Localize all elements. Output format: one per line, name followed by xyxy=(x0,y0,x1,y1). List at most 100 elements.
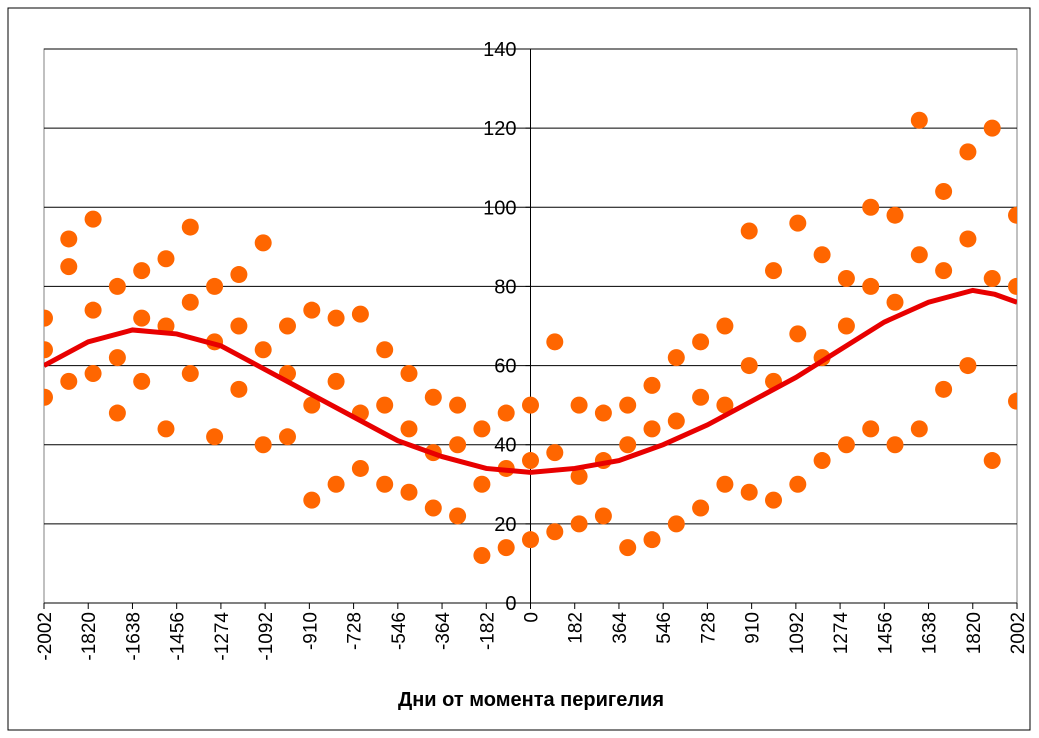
data-point xyxy=(181,218,199,236)
data-point xyxy=(376,475,394,493)
data-point xyxy=(692,333,710,351)
data-point xyxy=(862,277,880,295)
data-point xyxy=(181,364,199,382)
data-point xyxy=(983,452,1001,470)
x-tick-label: 546 xyxy=(654,612,675,644)
data-point xyxy=(424,388,442,406)
data-point xyxy=(740,222,758,240)
data-point xyxy=(594,404,612,422)
data-point xyxy=(449,396,467,414)
data-point xyxy=(740,483,758,501)
x-tick-label: 364 xyxy=(610,612,631,644)
data-point xyxy=(108,404,126,422)
data-point xyxy=(910,420,928,438)
data-point xyxy=(789,475,807,493)
x-tick-label: -182 xyxy=(477,612,498,650)
data-point xyxy=(60,372,78,390)
data-point xyxy=(60,230,78,248)
x-tick-label: 1456 xyxy=(875,612,896,654)
data-point xyxy=(813,246,831,264)
data-point xyxy=(497,539,515,557)
data-point xyxy=(959,143,977,161)
data-point xyxy=(935,262,953,280)
data-point xyxy=(400,483,418,501)
data-point xyxy=(157,250,175,268)
data-point xyxy=(473,547,491,565)
data-point xyxy=(206,277,224,295)
data-point xyxy=(84,301,102,319)
x-tick-label: -1274 xyxy=(212,612,233,661)
data-point xyxy=(424,499,442,517)
data-point xyxy=(473,420,491,438)
data-point xyxy=(133,309,151,327)
data-point xyxy=(303,301,321,319)
data-point xyxy=(278,317,296,335)
data-point xyxy=(837,436,855,454)
x-tick-label: -1092 xyxy=(256,612,277,661)
data-point xyxy=(643,376,661,394)
data-point xyxy=(206,428,224,446)
x-tick-label: 728 xyxy=(698,612,719,644)
data-point xyxy=(667,412,685,430)
x-tick-label: -728 xyxy=(345,612,366,650)
data-point xyxy=(44,388,53,406)
data-point xyxy=(886,206,904,224)
data-point xyxy=(254,341,272,359)
data-point xyxy=(449,507,467,525)
data-point xyxy=(133,262,151,280)
x-tick-label: 182 xyxy=(566,612,587,644)
data-point xyxy=(789,325,807,343)
data-point xyxy=(667,349,685,367)
data-point xyxy=(643,420,661,438)
data-point xyxy=(327,475,345,493)
data-point xyxy=(351,459,369,477)
data-point xyxy=(254,436,272,454)
data-point xyxy=(400,364,418,382)
data-point xyxy=(60,258,78,276)
x-tick-label: 910 xyxy=(743,612,764,644)
data-point xyxy=(692,388,710,406)
data-point xyxy=(619,539,637,557)
data-point xyxy=(84,364,102,382)
data-point xyxy=(278,428,296,446)
x-tick-label: -1456 xyxy=(168,612,189,661)
data-point xyxy=(546,333,564,351)
data-point xyxy=(886,293,904,311)
data-point xyxy=(254,234,272,252)
y-tick-label: 20 xyxy=(494,514,516,536)
data-point xyxy=(473,475,491,493)
data-point xyxy=(643,531,661,549)
data-point xyxy=(376,341,394,359)
data-point xyxy=(376,396,394,414)
x-tick-label: -1638 xyxy=(123,612,144,661)
data-point xyxy=(230,266,248,284)
data-point xyxy=(983,270,1001,288)
data-point xyxy=(108,277,126,295)
data-point xyxy=(837,270,855,288)
data-point xyxy=(862,198,880,216)
data-point xyxy=(910,111,928,129)
x-tick-label: 1274 xyxy=(831,612,852,655)
data-point xyxy=(546,444,564,462)
data-point xyxy=(522,452,539,470)
data-point xyxy=(886,436,904,454)
data-point xyxy=(230,380,248,398)
x-tick-label: 1092 xyxy=(787,612,808,654)
data-point xyxy=(765,491,783,509)
data-point xyxy=(84,210,102,228)
data-point xyxy=(740,357,758,375)
y-tick-label: 120 xyxy=(483,118,516,140)
data-point xyxy=(303,396,321,414)
trend-line xyxy=(44,287,1017,475)
data-point xyxy=(522,396,539,414)
data-point xyxy=(44,341,53,359)
series-layer xyxy=(44,111,1017,565)
data-point xyxy=(449,436,467,454)
data-point xyxy=(108,349,126,367)
data-point xyxy=(935,380,953,398)
x-tick-label: -910 xyxy=(300,612,321,650)
data-point xyxy=(400,420,418,438)
data-point xyxy=(497,404,515,422)
data-point xyxy=(594,507,612,525)
